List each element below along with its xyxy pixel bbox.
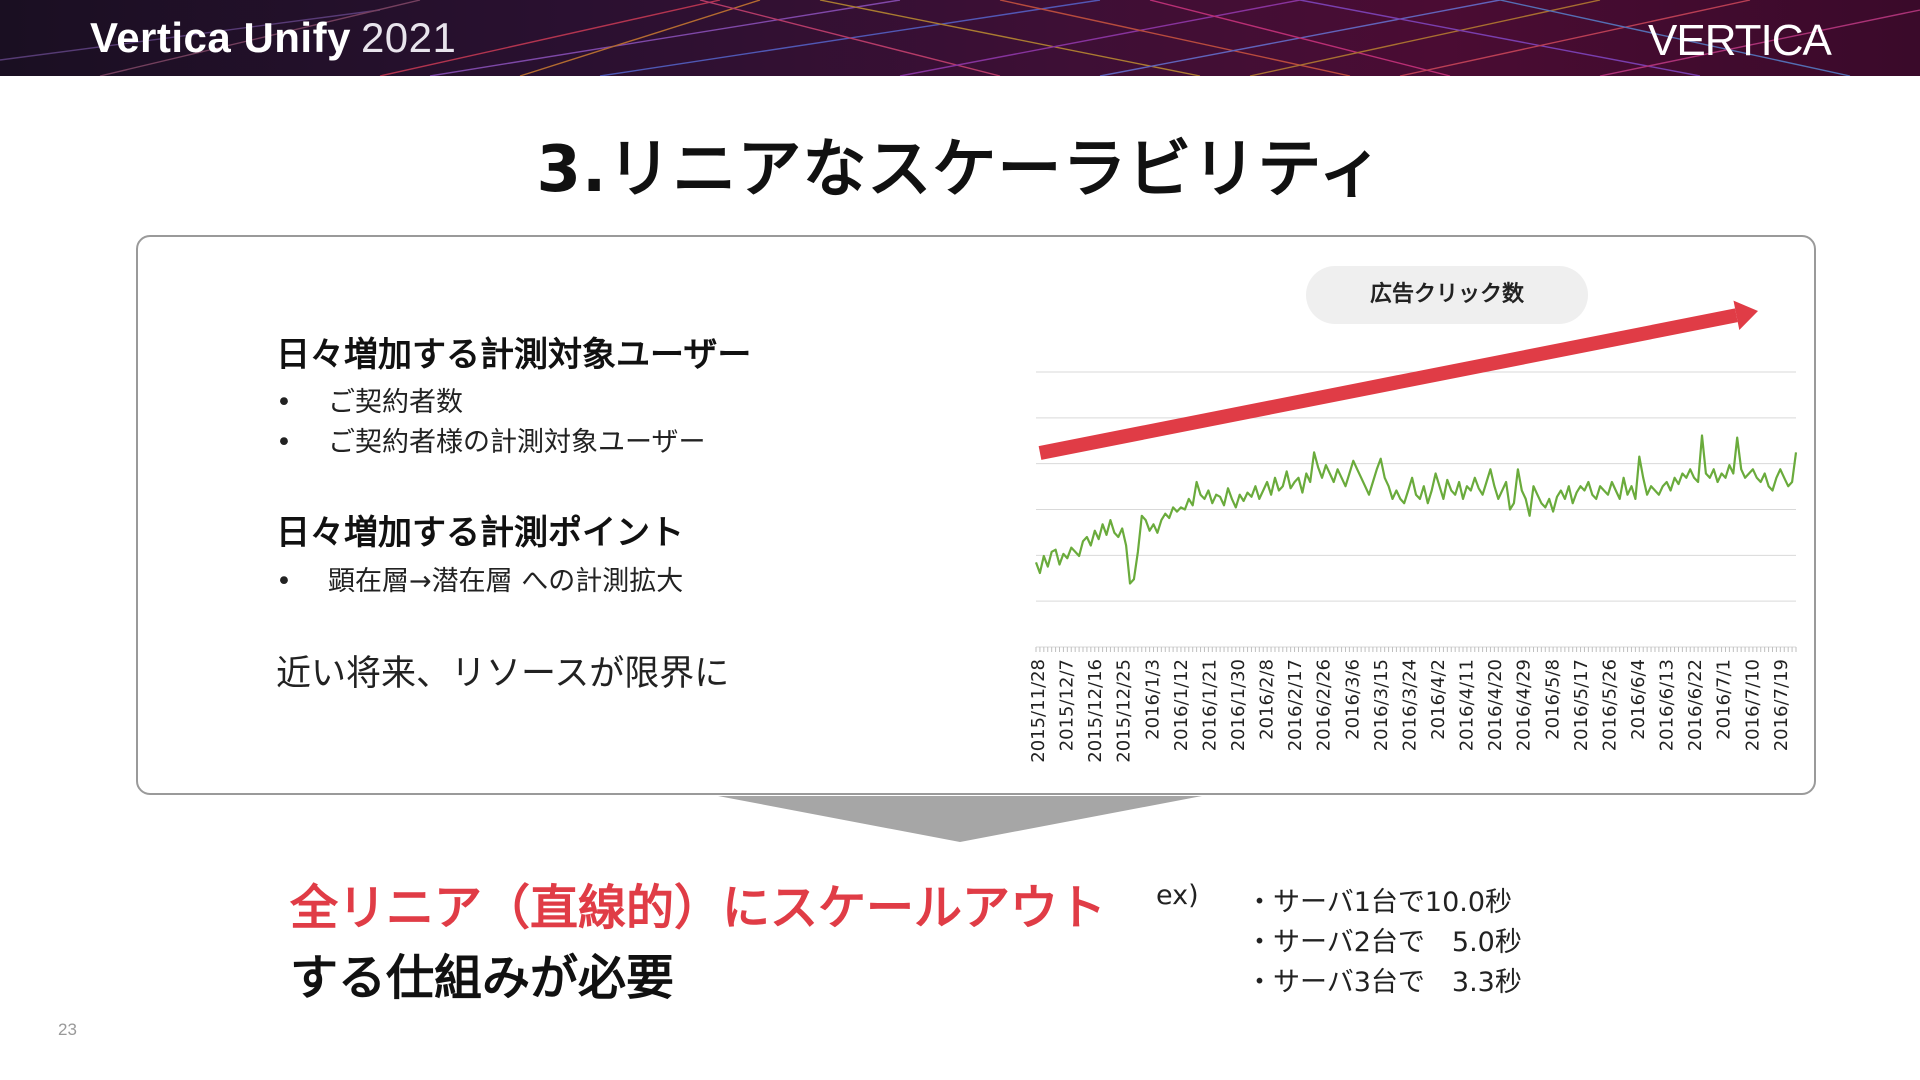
x-tick-label: 2016/2/17	[1285, 659, 1306, 751]
x-tick-label: 2015/12/16	[1085, 659, 1106, 763]
x-tick-label: 2015/11/28	[1028, 659, 1049, 763]
bullet-dot: •	[276, 427, 292, 458]
header-banner: Vertica Unify 2021 VERTICA	[0, 0, 1920, 76]
x-tick-label: 2016/2/8	[1257, 659, 1278, 740]
page-number: 23	[58, 1020, 77, 1039]
example-row: ・サーバ1台で10.0秒	[1246, 887, 1513, 918]
x-tick-label: 2016/3/15	[1371, 659, 1392, 751]
click-count-series	[1034, 434, 1798, 585]
x-tick-label: 2016/6/22	[1685, 659, 1706, 751]
click-count-chart: 広告クリック数 2015/11/28 2015/12/7 2015/12/16 201…	[878, 257, 1798, 797]
banner-light-streaks	[0, 0, 1920, 76]
x-tick-label: 2016/7/19	[1771, 659, 1792, 751]
down-arrow-shape	[718, 796, 1202, 842]
x-tick-label: 2016/1/12	[1171, 659, 1192, 751]
section1-bullet: • ご契約者様の計測対象ユーザー	[276, 420, 705, 459]
x-tick-label: 2016/5/8	[1542, 659, 1563, 740]
x-tick-label: 2016/4/11	[1457, 659, 1478, 751]
x-tick-label: 2016/7/1	[1714, 659, 1735, 740]
x-tick-label: 2016/5/17	[1571, 659, 1592, 751]
event-brand: Vertica Unify 2021	[90, 14, 456, 62]
x-tick-label: 2016/1/21	[1199, 659, 1220, 751]
x-tick-label: 2015/12/7	[1057, 659, 1078, 751]
x-tick-label: 2016/7/10	[1742, 659, 1763, 751]
chart-canvas: 2015/11/28 2015/12/7 2015/12/16 2015/12/25 2…	[1028, 300, 1798, 763]
trend-arrow-shaft	[1038, 308, 1738, 460]
section1-heading: 日々増加する計測対象ユーザー	[276, 335, 752, 375]
conclusion-highlight: 全リニア（直線的）にスケールアウト	[290, 880, 1107, 936]
bullet-dot: •	[276, 387, 292, 418]
x-tick-label: 2016/4/20	[1485, 659, 1506, 751]
x-tick-label: 2016/4/29	[1514, 659, 1535, 751]
brand-name: Vertica Unify	[90, 14, 351, 61]
bullet-text: 顕在層→潜在層 への計測拡大	[328, 566, 684, 597]
x-tick-label: 2016/5/26	[1599, 659, 1620, 751]
x-tick-label: 2016/1/30	[1228, 659, 1249, 751]
chart-title: 広告クリック数	[1369, 282, 1524, 307]
x-tick-label: 2015/12/25	[1114, 659, 1135, 763]
section1-bullet: • ご契約者数	[276, 380, 463, 419]
section2-heading: 日々増加する計測ポイント	[276, 513, 684, 553]
x-tick-label: 2016/6/13	[1657, 659, 1678, 751]
x-tick-label: 2016/4/2	[1428, 659, 1449, 740]
conclusion-text: する仕組みが必要	[290, 950, 675, 1006]
x-tick-label: 2016/1/3	[1142, 659, 1163, 740]
section2-bullet: • 顕在層→潜在層 への計測拡大	[276, 559, 683, 598]
chart-title-pill	[1306, 266, 1588, 324]
x-tick-label: 2016/6/4	[1628, 659, 1649, 740]
resource-limit-note: 近い将来、リソースが限界に	[276, 654, 730, 694]
vertica-logo: VERTICA	[1648, 16, 1832, 65]
slide-title: 3.リニアなスケーラビリティ	[536, 133, 1384, 207]
x-tick-label: 2016/3/6	[1342, 659, 1363, 740]
bullet-dot: •	[276, 566, 292, 597]
brand-year: 2021	[360, 14, 457, 61]
example-row: ・サーバ2台で 5.0秒	[1246, 927, 1522, 958]
x-tick-label: 2016/3/24	[1399, 659, 1420, 751]
example-row: ・サーバ3台で 3.3秒	[1246, 967, 1522, 998]
example-label: ex)	[1156, 880, 1199, 911]
content-box: 日々増加する計測対象ユーザー • ご契約者数 • ご契約者様の計測対象ユーザー 日々…	[136, 235, 1816, 795]
bullet-text: ご契約者様の計測対象ユーザー	[328, 427, 706, 458]
x-tick-label: 2016/2/26	[1314, 659, 1335, 751]
bullet-text: ご契約者数	[328, 387, 463, 418]
trend-arrow-head	[1733, 300, 1758, 330]
